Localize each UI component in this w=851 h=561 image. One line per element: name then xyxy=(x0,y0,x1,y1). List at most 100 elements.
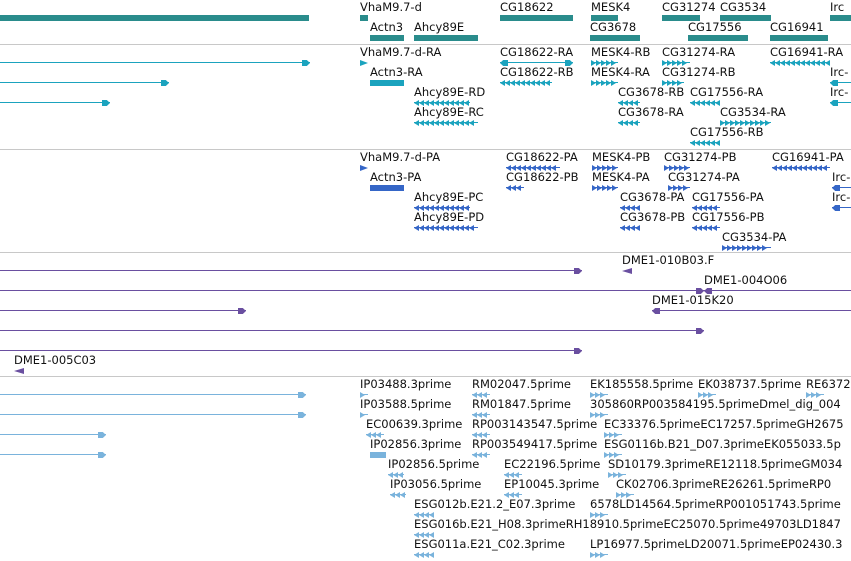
feature-ahcy89e-pd[interactable]: Ahcy89E-PD xyxy=(414,210,484,231)
feature-cg31274-pb[interactable]: CG31274-PB xyxy=(664,150,737,171)
feature-rp003549417-5prime[interactable]: RP003549417.5prime xyxy=(472,437,597,458)
feature-line xyxy=(0,62,310,63)
feature-ahcy89e-rd[interactable]: Ahcy89E-RD xyxy=(414,85,485,106)
feature-ip02856-5prime[interactable]: IP02856.5prime xyxy=(388,457,479,478)
feature-actn3-pa[interactable]: Actn3-PA xyxy=(370,170,421,191)
feature-cg18622-pa[interactable]: CG18622-PA xyxy=(506,150,578,171)
feature-cg3678[interactable]: CG3678 xyxy=(590,20,640,41)
feature-cg18622[interactable]: CG18622 xyxy=(500,0,573,21)
feature-irc[interactable]: Irc xyxy=(830,0,851,21)
feature-cg31274-ra[interactable]: CG31274-RA xyxy=(662,45,735,66)
strand-arrow-icon xyxy=(469,120,474,126)
feature-rm02047-5prime[interactable]: RM02047.5prime xyxy=(472,377,571,398)
feature-cg31274-rb[interactable]: CG31274-RB xyxy=(662,65,736,86)
feature-cg3678-pa[interactable]: CG3678-PA xyxy=(620,190,684,211)
feature-cg18622-pb[interactable]: CG18622-PB xyxy=(506,170,579,191)
feature-cg16941-pa[interactable]: CG16941-PA xyxy=(772,150,844,171)
feature-ahcy89e[interactable]: Ahcy89E xyxy=(414,20,478,41)
feature-ek185558-5prime[interactable]: EK185558.5prime xyxy=(590,377,693,398)
strand-arrow-icon xyxy=(509,492,514,498)
feature-ahcy89e-rc[interactable]: Ahcy89E-RC xyxy=(414,105,484,126)
feature-continuation[interactable] xyxy=(0,45,310,66)
feature-ec22196-5prime[interactable]: EC22196.5prime xyxy=(504,457,600,478)
feature-line xyxy=(0,350,582,351)
feature-cg16941[interactable]: CG16941 xyxy=(770,20,828,41)
feature-actn3[interactable]: Actn3 xyxy=(370,20,404,41)
feature-cg31274[interactable]: CG31274 xyxy=(662,0,716,21)
feature-ec00639-3prime[interactable]: EC00639.3prime xyxy=(366,417,462,438)
feature-ip03588-5prime[interactable]: IP03588.5prime xyxy=(360,397,451,418)
feature-cg3678-rb[interactable]: CG3678-RB xyxy=(618,85,684,106)
feature-continuation[interactable] xyxy=(0,0,309,21)
feature-continuation[interactable] xyxy=(0,397,306,418)
feature-actn3-ra[interactable]: Actn3-RA xyxy=(370,65,423,86)
feature-cg3678-ra[interactable]: CG3678-RA xyxy=(618,105,684,126)
feature-ip03056-5prime[interactable]: IP03056.5prime xyxy=(390,477,481,498)
feature-ip03488-3prime[interactable]: IP03488.3prime xyxy=(360,377,451,398)
feature-continuation[interactable] xyxy=(0,293,246,314)
feature-irc-[interactable]: Irc- xyxy=(832,190,851,211)
feature-cg3534-ra[interactable]: CG3534-RA xyxy=(720,105,786,126)
feature-cg3678-pb[interactable]: CG3678-PB xyxy=(620,210,685,231)
feature-irc-[interactable]: Irc- xyxy=(830,85,851,106)
feature-cg18622-rb[interactable]: CG18622-RB xyxy=(500,65,574,86)
strand-arrow-icon xyxy=(762,245,767,251)
feature-continuation[interactable] xyxy=(0,65,169,86)
feature-ec33376-5primeec17257-5primegh2675[interactable]: EC33376.5primeEC17257.5primeGH2675 xyxy=(604,417,844,438)
feature-cg18622-ra[interactable]: CG18622-RA xyxy=(500,45,573,66)
feature-dme1-015k20[interactable]: DME1-015K20 xyxy=(652,293,851,314)
feature-cg17556-pb[interactable]: CG17556-PB xyxy=(692,210,765,231)
feature-sd10179-3primere12118-5primegm034[interactable]: SD10179.3primeRE12118.5primeGM034 xyxy=(608,457,842,478)
feature-mesk4-ra[interactable]: MESK4-RA xyxy=(591,65,650,86)
feature-ahcy89e-pc[interactable]: Ahcy89E-PC xyxy=(414,190,483,211)
feature-re6372[interactable]: RE6372 xyxy=(806,377,851,398)
feature-ep10045-3prime[interactable]: EP10045.3prime xyxy=(504,477,599,498)
feature-continuation[interactable] xyxy=(0,437,106,458)
feature-cg16941-ra[interactable]: CG16941-RA xyxy=(770,45,843,66)
feature-vham9-7-d[interactable]: VhaM9.7-d xyxy=(360,0,422,21)
feature-cg17556[interactable]: CG17556 xyxy=(688,20,748,41)
strand-arrow-icon xyxy=(459,120,464,126)
feature-6578ld14564-5primerp001051743-5prime[interactable]: 6578LD14564.5primeRP001051743.5prime xyxy=(590,497,841,518)
feature-rp003143547-5prime[interactable]: RP003143547.5prime xyxy=(472,417,597,438)
feature-rm01847-5prime[interactable]: RM01847.5prime xyxy=(472,397,571,418)
feature-irc-[interactable]: Irc- xyxy=(832,170,851,191)
strand-arrow-icon xyxy=(760,120,765,126)
feature-vham9-7-d-ra[interactable]: VhaM9.7-d-RA xyxy=(360,45,441,66)
feature-cg17556-ra[interactable]: CG17556-RA xyxy=(690,85,763,106)
feature-ip02856-3prime[interactable]: IP02856.3prime xyxy=(370,437,461,458)
feature-continuation[interactable] xyxy=(0,417,106,438)
feature-esg012b-e21-2-e07-3prime[interactable]: ESG012b.E21.2_E07.3prime xyxy=(414,497,575,518)
feature-mesk4[interactable]: MESK4 xyxy=(591,0,630,21)
feature-vham9-7-d-pa[interactable]: VhaM9.7-d-PA xyxy=(360,150,440,171)
feature-305860rp003584195-5primedmel-dig-004[interactable]: 305860RP003584195.5primeDmel_dig_004 xyxy=(590,397,841,418)
feature-continuation[interactable] xyxy=(0,313,704,334)
strand-arrow-icon xyxy=(454,205,459,211)
feature-ck02706-3primere26261-5primerp0[interactable]: CK02706.3primeRE26261.5primeRP0 xyxy=(616,477,831,498)
feature-cg3534[interactable]: CG3534 xyxy=(720,0,771,21)
feature-cg17556-rb[interactable]: CG17556-RB xyxy=(690,125,764,146)
feature-dme1-010b03-f[interactable]: DME1-010B03.F xyxy=(622,253,714,274)
feature-mesk4-pa[interactable]: MESK4-PA xyxy=(592,170,650,191)
feature-dme1-005c03[interactable]: DME1-005C03 xyxy=(14,353,96,374)
feature-esg0116b-b21-d07-3primeek055033-5p[interactable]: ESG0116b.B21_D07.3primeEK055033.5p xyxy=(604,437,841,458)
feature-cg17556-pa[interactable]: CG17556-PA xyxy=(692,190,764,211)
feature-continuation[interactable] xyxy=(0,333,582,354)
feature-continuation[interactable] xyxy=(0,85,110,106)
feature-mesk4-pb[interactable]: MESK4-PB xyxy=(592,150,650,171)
feature-esg016b-e21-h08-3primerh18910-5primeec25070-5prime49703ld1847[interactable]: ESG016b.E21_H08.3primeRH18910.5primeEC25… xyxy=(414,517,841,538)
feature-continuation[interactable] xyxy=(0,273,704,294)
feature-esg011a-e21-c02-3prime[interactable]: ESG011a.E21_C02.3prime xyxy=(414,537,565,558)
feature-lp16977-5primeld20071-5primeep02430-3[interactable]: LP16977.5primeLD20071.5primeEP02430.3 xyxy=(590,537,842,558)
feature-continuation[interactable] xyxy=(0,377,306,398)
strand-arrow-icon xyxy=(708,392,713,398)
strand-arrow-icon xyxy=(662,80,667,86)
feature-dme1-004o06[interactable]: DME1-004O06 xyxy=(704,273,851,294)
feature-ek038737-5prime[interactable]: EK038737.5prime xyxy=(698,377,801,398)
feature-irc-[interactable]: Irc- xyxy=(830,65,851,86)
feature-cg31274-pa[interactable]: CG31274-PA xyxy=(668,170,740,191)
strand-arrow-icon xyxy=(608,472,613,478)
feature-mesk4-rb[interactable]: MESK4-RB xyxy=(591,45,650,66)
feature-continuation[interactable] xyxy=(0,253,582,274)
feature-cg3534-pa[interactable]: CG3534-PA xyxy=(722,230,786,251)
